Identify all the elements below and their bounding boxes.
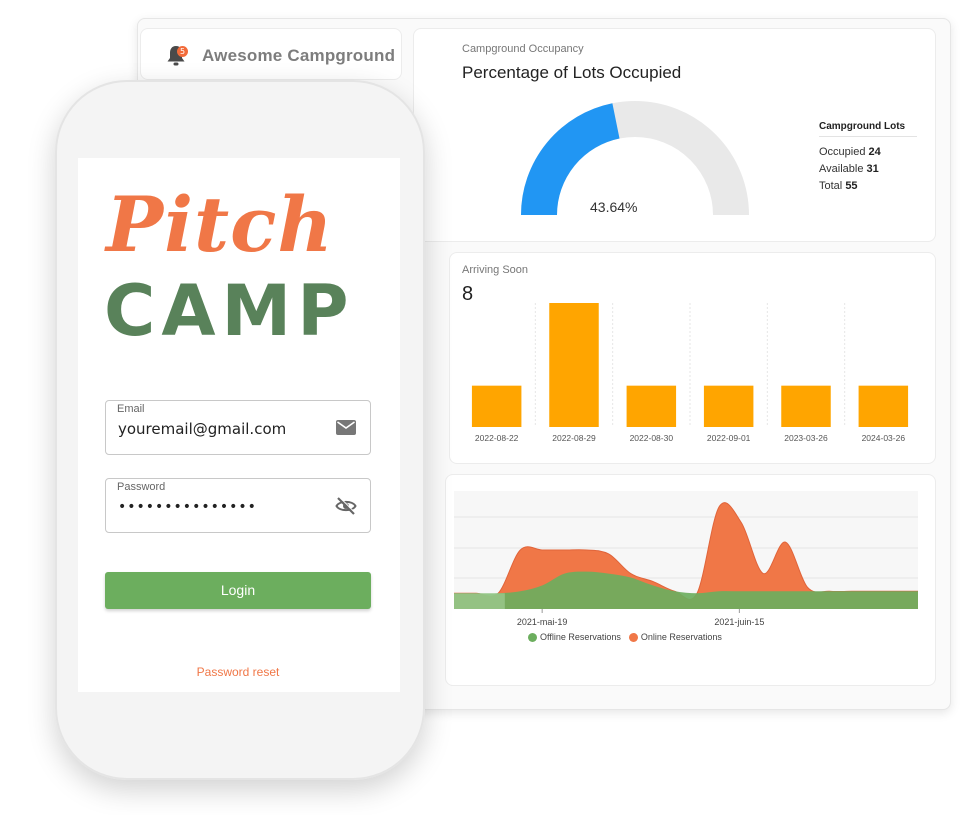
lots-available-label: Available — [819, 163, 864, 175]
legend-online[interactable]: Online Reservations — [628, 632, 722, 642]
lots-available: Available 31 — [819, 161, 917, 178]
bar-tick-label: 2023-03-26 — [784, 433, 828, 443]
notification-badge: 5 — [177, 46, 188, 57]
campground-name: Awesome Campground — [202, 46, 396, 65]
bar[interactable] — [703, 385, 754, 427]
password-reset-link[interactable]: Password reset — [196, 665, 280, 679]
email-label: Email — [117, 403, 145, 415]
eye-off-icon[interactable] — [335, 496, 357, 516]
arriving-soon-card: Arriving Soon 8 2022-08-22 2022-08-29 2022… — [449, 252, 936, 464]
legend-offline-dot — [528, 632, 537, 642]
arriving-bar-chart: 2022-08-22 2022-08-29 2022-08-30 2022-09-01… — [471, 303, 909, 443]
bar-tick-label: 2022-09-01 — [707, 433, 751, 443]
password-label: Password — [117, 481, 166, 493]
mail-icon — [336, 420, 356, 435]
area-tick-label: 2021-mai-19 — [517, 617, 568, 627]
legend-online-dot — [628, 632, 638, 642]
bar-tick-label: 2022-08-30 — [630, 433, 674, 443]
lots-title: Campground Lots — [819, 121, 917, 137]
logo-camp: CAMP — [104, 270, 355, 352]
arriving-count: 8 — [462, 283, 474, 305]
lots-total: Total 55 — [819, 178, 917, 195]
bar-tick-label: 2022-08-22 — [475, 433, 519, 443]
lots-total-label: Total — [819, 180, 843, 192]
lots-total-value: 55 — [845, 180, 858, 192]
occupancy-subtitle: Campground Occupancy — [462, 43, 584, 55]
bar[interactable] — [858, 385, 909, 427]
legend-online-label: Online Reservations — [640, 632, 722, 642]
bar[interactable] — [781, 385, 831, 427]
lots-occupied: Occupied 24 — [819, 144, 917, 161]
gauge-fill — [521, 103, 621, 216]
offline-reservations-area — [454, 571, 918, 609]
reservations-area-chart: 2021-mai-19 2021-juin-15 — [453, 491, 918, 627]
bar[interactable] — [471, 385, 522, 427]
offline-highlight — [454, 593, 505, 609]
lots-occupied-value: 24 — [868, 146, 881, 158]
password-input[interactable]: ••••••••••••••• — [118, 499, 257, 515]
logo-pitch: Pitch — [106, 180, 334, 269]
occupancy-percentage: 43.64% — [590, 199, 638, 215]
email-field[interactable]: Email youremail@gmail.com — [105, 400, 371, 455]
occupancy-title: Percentage of Lots Occupied — [462, 63, 682, 82]
bar-tick-label: 2024-03-26 — [862, 433, 906, 443]
lots-summary: Campground Lots Occupied 24 Available 31… — [819, 121, 917, 195]
password-field[interactable]: Password ••••••••••••••• — [105, 478, 371, 533]
login-screen: Pitch CAMP Email youremail@gmail.com Pas… — [78, 158, 400, 692]
lots-occupied-label: Occupied — [819, 146, 866, 158]
bar[interactable] — [549, 303, 599, 427]
campground-header: 5 Awesome Campground — [140, 28, 402, 80]
bar[interactable] — [626, 385, 677, 427]
arriving-subtitle: Arriving Soon — [462, 264, 529, 276]
legend-offline[interactable]: Offline Reservations — [528, 632, 621, 642]
email-input[interactable]: youremail@gmail.com — [118, 420, 287, 438]
lots-available-value: 31 — [866, 163, 879, 175]
reservations-legend: Offline Reservations Online Reservations — [528, 632, 730, 642]
occupancy-gauge — [521, 101, 749, 216]
bar-tick-label: 2022-08-29 — [552, 433, 596, 443]
reservations-card: 2021-mai-19 2021-juin-15 Offline Reservat… — [445, 474, 936, 686]
occupancy-card: Campground Occupancy Percentage of Lots … — [413, 28, 936, 242]
login-button[interactable]: Login — [105, 572, 371, 609]
legend-offline-label: Offline Reservations — [540, 632, 621, 642]
area-tick-label: 2021-juin-15 — [714, 617, 764, 627]
